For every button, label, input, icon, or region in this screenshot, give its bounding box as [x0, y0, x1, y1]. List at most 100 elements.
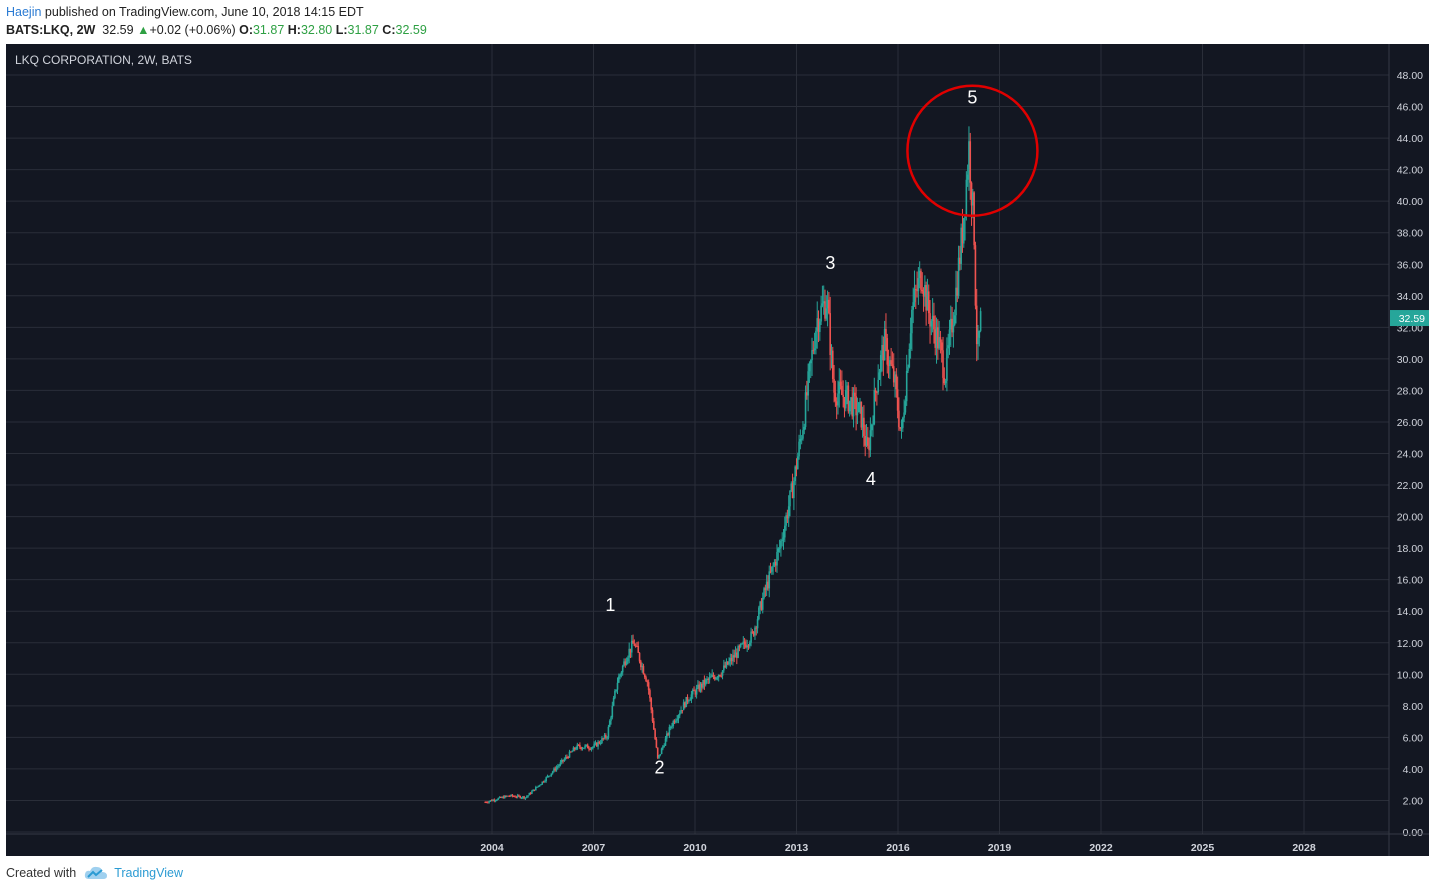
candle-body	[516, 795, 519, 798]
cloud-logo-icon	[85, 866, 108, 879]
candle-body	[603, 735, 606, 739]
x-tick-label: 2022	[1089, 842, 1113, 854]
candle-body	[669, 726, 672, 728]
candle-body	[676, 719, 678, 721]
candle-body	[589, 748, 592, 750]
candle-body	[843, 397, 846, 409]
candle-body	[949, 318, 952, 330]
candle-body	[542, 781, 545, 783]
candle-body	[689, 699, 691, 701]
candle-body	[874, 390, 877, 393]
candle-body	[496, 799, 498, 801]
candle-body	[803, 426, 806, 431]
open-label: O:	[239, 23, 253, 37]
candle-body	[940, 342, 943, 351]
x-tick-label: 2025	[1191, 842, 1215, 854]
candle-body	[576, 744, 579, 749]
y-tick-label: 36.00	[1397, 259, 1423, 271]
brand-name: TradingView	[114, 866, 183, 880]
candle-body	[790, 483, 793, 491]
y-tick-label: 24.00	[1397, 449, 1423, 461]
candle-body	[811, 350, 813, 361]
candle-body	[581, 748, 584, 750]
wave-label: 2	[654, 758, 664, 778]
candle-body	[835, 401, 838, 406]
candle-body	[859, 401, 861, 403]
candle-body	[493, 799, 496, 801]
candle-body	[721, 670, 724, 676]
candle-body	[523, 796, 525, 799]
candle-body	[847, 385, 850, 412]
candle-body	[977, 337, 979, 345]
candle-body	[540, 784, 542, 786]
candle-body	[878, 372, 881, 380]
candle-body	[615, 689, 618, 691]
candle-body	[900, 427, 903, 429]
candle-body	[829, 313, 831, 355]
candle-body	[732, 655, 734, 662]
candle-body	[834, 392, 837, 402]
candle-body	[492, 799, 494, 802]
candle-body	[664, 738, 667, 746]
price-chart[interactable]: 0.00 2.00 4.00 6.00 8.00 10.00 12.00 14.00 16.00…	[6, 44, 1429, 856]
candle-body	[677, 715, 680, 720]
candle-body	[953, 315, 956, 326]
candle-body	[717, 674, 720, 678]
candle-body	[637, 645, 640, 653]
candle-body	[861, 417, 864, 428]
candle-body	[529, 792, 532, 794]
candle-body	[846, 385, 848, 391]
candle-body	[920, 270, 922, 290]
candle-body	[659, 754, 662, 756]
candle-body	[970, 182, 973, 206]
candle-body	[691, 689, 694, 695]
candle-body	[616, 682, 619, 690]
candle-body	[524, 797, 527, 799]
candle-body	[712, 674, 715, 678]
candle-body	[896, 389, 899, 411]
close-label: C:	[382, 23, 396, 37]
candle-body	[620, 672, 623, 675]
y-tick-label: 16.00	[1397, 575, 1423, 587]
candle-body	[948, 329, 951, 346]
candle-body	[708, 676, 711, 680]
candle-body	[736, 652, 738, 658]
candle-body	[577, 744, 580, 746]
wave-label: 5	[967, 87, 977, 107]
candle-body	[571, 751, 573, 753]
candle-body	[671, 725, 673, 727]
candle-body	[894, 374, 896, 383]
tradingview-link[interactable]: TradingView	[84, 866, 183, 880]
close-value: 32.59	[395, 23, 427, 37]
candle-body	[730, 658, 733, 662]
candle-body	[570, 751, 572, 753]
y-tick-label: 12.00	[1397, 638, 1423, 650]
candle-body	[624, 661, 627, 665]
candle-body	[649, 690, 651, 699]
candle-body	[865, 437, 868, 446]
y-tick-label: 34.00	[1397, 291, 1423, 303]
candle-body	[560, 759, 563, 763]
candle-body	[682, 702, 685, 711]
candle-body	[925, 285, 927, 311]
candle-body	[658, 755, 660, 758]
candle-body	[756, 619, 759, 629]
candle-body	[939, 337, 942, 343]
author-link[interactable]: Haejin	[6, 5, 42, 19]
candle-body	[533, 789, 536, 791]
candle-body	[716, 677, 719, 679]
candle-body	[965, 179, 968, 216]
candle-body	[881, 344, 883, 356]
candle-body	[857, 402, 860, 413]
quote-bar: BATS:LKQ, 2W 32.59 ▲+0.02 (+0.06%) O:31.…	[6, 21, 427, 39]
candle-body	[614, 690, 616, 699]
chart-area[interactable]: 0.00 2.00 4.00 6.00 8.00 10.00 12.00 14.00 16.00…	[6, 44, 1429, 856]
candle-body	[554, 768, 557, 771]
candle-body	[694, 691, 697, 695]
candle-body	[850, 397, 852, 401]
candle-body	[601, 738, 603, 743]
candle-body	[799, 438, 802, 442]
candle-body	[886, 338, 889, 365]
candle-body	[964, 215, 966, 219]
candle-body	[791, 483, 794, 499]
